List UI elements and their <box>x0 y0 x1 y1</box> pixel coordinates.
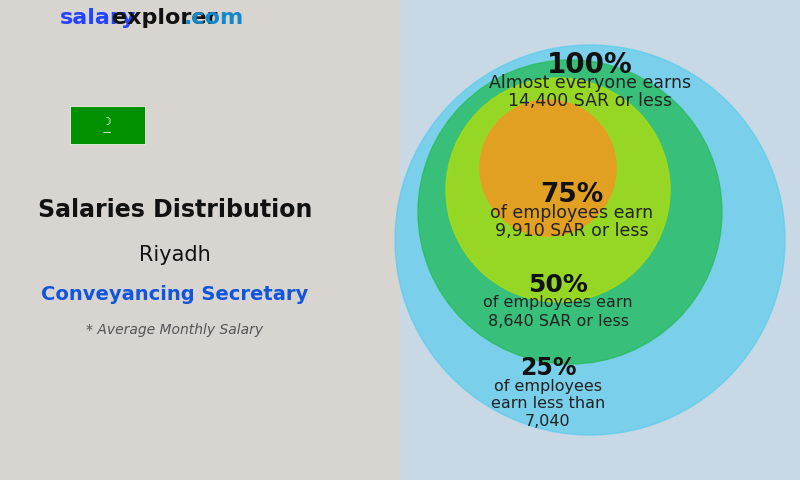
Text: 100%: 100% <box>547 51 633 79</box>
Text: explorer: explorer <box>112 8 218 28</box>
Text: * Average Monthly Salary: * Average Monthly Salary <box>86 323 263 337</box>
Text: 14,400 SAR or less: 14,400 SAR or less <box>508 92 672 110</box>
Circle shape <box>446 78 670 302</box>
Text: .com: .com <box>184 8 244 28</box>
Text: —: — <box>103 129 111 137</box>
Text: 7,040: 7,040 <box>525 415 571 430</box>
FancyBboxPatch shape <box>70 106 145 144</box>
Circle shape <box>395 45 785 435</box>
Text: earn less than: earn less than <box>491 396 605 411</box>
Text: 25%: 25% <box>520 356 576 380</box>
Text: of employees: of employees <box>494 379 602 394</box>
Text: 9,910 SAR or less: 9,910 SAR or less <box>495 222 649 240</box>
Text: Salaries Distribution: Salaries Distribution <box>38 198 312 222</box>
FancyBboxPatch shape <box>0 0 400 480</box>
Text: of employees earn: of employees earn <box>490 204 654 222</box>
Text: 8,640 SAR or less: 8,640 SAR or less <box>487 313 629 328</box>
Text: Conveyancing Secretary: Conveyancing Secretary <box>42 286 309 304</box>
Text: Riyadh: Riyadh <box>139 245 211 265</box>
Text: 50%: 50% <box>528 273 588 297</box>
Text: 75%: 75% <box>540 182 604 208</box>
Text: ☽: ☽ <box>102 117 112 127</box>
Circle shape <box>480 100 616 236</box>
Circle shape <box>418 60 722 364</box>
Text: of employees earn: of employees earn <box>483 296 633 311</box>
Text: Almost everyone earns: Almost everyone earns <box>489 74 691 92</box>
FancyBboxPatch shape <box>400 0 800 480</box>
Text: salary: salary <box>60 8 136 28</box>
